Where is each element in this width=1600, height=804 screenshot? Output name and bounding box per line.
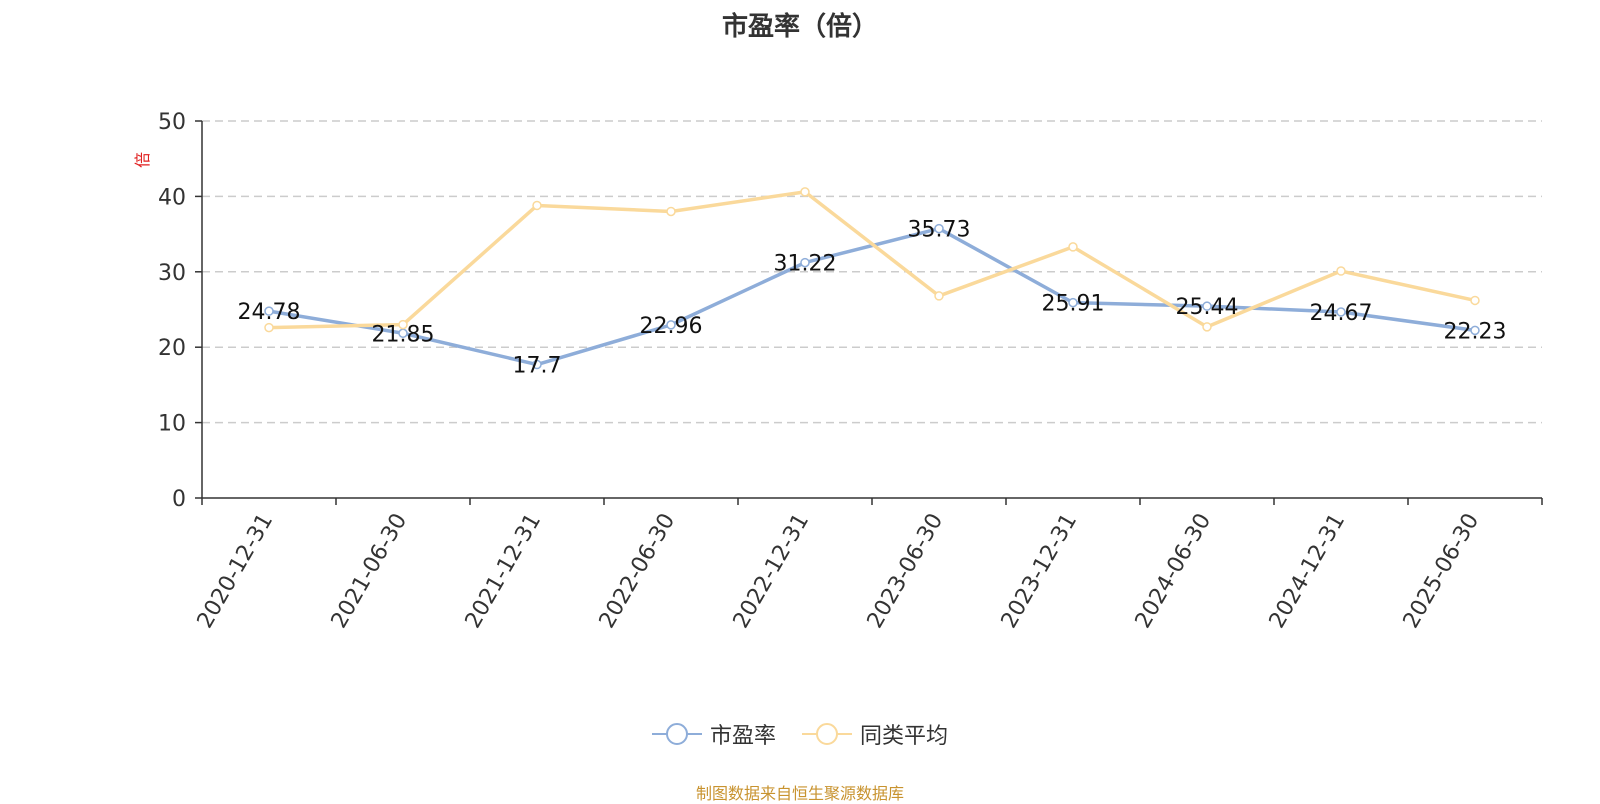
data-point-peer-average bbox=[934, 291, 944, 301]
x-tick-label: 2025-06-30 bbox=[1399, 509, 1485, 632]
data-point-peer-average bbox=[1068, 242, 1078, 252]
series-line-peer-average bbox=[268, 190, 1476, 330]
x-tick-label: 2024-06-30 bbox=[1131, 509, 1217, 632]
x-tick-label: 2022-12-31 bbox=[729, 509, 815, 632]
data-point-pe bbox=[934, 223, 944, 234]
x-tick-label: 2021-12-31 bbox=[461, 509, 547, 632]
y-tick-label: 50 bbox=[158, 110, 186, 135]
data-point-pe bbox=[264, 306, 274, 316]
data-label: 22.23 bbox=[1444, 319, 1507, 344]
x-tick-label: 2023-12-31 bbox=[997, 509, 1083, 632]
y-axis-label: 倍 bbox=[133, 152, 152, 168]
data-label: 24.78 bbox=[238, 300, 301, 325]
data-label: 22.96 bbox=[640, 314, 703, 339]
x-tick-label: 2024-12-31 bbox=[1265, 509, 1351, 632]
data-label: 17.7 bbox=[513, 354, 562, 379]
data-label: 21.85 bbox=[372, 322, 435, 347]
x-tick-label: 2020-12-31 bbox=[193, 509, 279, 632]
data-point-pe bbox=[1470, 325, 1480, 336]
data-point-peer-average bbox=[666, 206, 676, 217]
x-tick-label: 2023-06-30 bbox=[863, 509, 949, 632]
data-label: 24.67 bbox=[1310, 301, 1373, 326]
data-point-peer-average bbox=[1202, 322, 1212, 332]
data-point-pe bbox=[1202, 301, 1212, 311]
data-label: 35.73 bbox=[908, 218, 971, 243]
data-point-pe bbox=[532, 359, 542, 370]
data-point-peer-average bbox=[1336, 266, 1346, 276]
data-point-peer-average bbox=[398, 319, 408, 330]
data-label: 31.22 bbox=[774, 252, 837, 277]
legend-swatch-pe-icon bbox=[651, 723, 702, 745]
y-tick-label: 10 bbox=[158, 412, 186, 437]
x-tick-label: 2022-06-30 bbox=[595, 509, 681, 632]
data-label: 25.91 bbox=[1042, 292, 1105, 317]
data-point-peer-average bbox=[800, 187, 810, 197]
data-label: 25.44 bbox=[1176, 295, 1239, 320]
y-tick-label: 0 bbox=[172, 487, 186, 512]
data-point-peer-average bbox=[532, 200, 542, 211]
data-point-pe bbox=[1068, 297, 1078, 308]
series-line-pe bbox=[268, 226, 1476, 367]
y-tick-label: 20 bbox=[158, 336, 186, 361]
y-tick-label: 30 bbox=[158, 261, 186, 286]
data-point-pe bbox=[666, 320, 676, 330]
legend-label-pe: 市盈率 bbox=[709, 724, 776, 749]
data-point-peer-average bbox=[1470, 295, 1480, 306]
data-point-pe bbox=[800, 257, 810, 268]
y-tick-label: 40 bbox=[158, 185, 186, 210]
legend-label-peer-average: 同类平均 bbox=[860, 724, 949, 749]
chart-title: 市盈率（倍） bbox=[721, 12, 878, 42]
legend-item-peer-average[interactable]: 同类平均 bbox=[802, 718, 948, 750]
x-tick-label: 2021-06-30 bbox=[327, 509, 413, 632]
legend-item-pe[interactable]: 市盈率 bbox=[651, 718, 776, 750]
legend: 市盈率 同类平均 bbox=[0, 718, 1600, 750]
data-point-pe bbox=[1336, 307, 1346, 317]
legend-swatch-peer-average-icon bbox=[802, 723, 852, 745]
data-point-peer-average bbox=[264, 322, 274, 333]
source-note: 制图数据来自恒生聚源数据库 bbox=[695, 784, 904, 803]
